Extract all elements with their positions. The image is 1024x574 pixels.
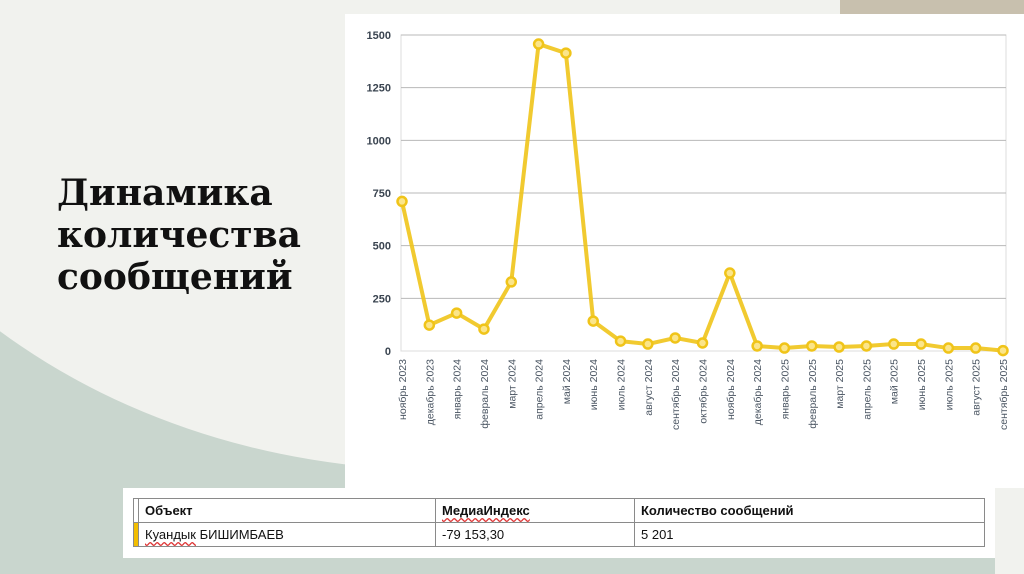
cell-object: Куандык БИШИМБАЕВ: [138, 522, 436, 547]
data-point-marker: [560, 47, 572, 59]
data-point-marker: [423, 319, 436, 331]
data-point-marker: [642, 338, 654, 350]
slide-title-line-3: сообщений: [57, 256, 293, 298]
x-tick-label: декабрь 2024: [752, 359, 764, 425]
chart-canvas: 0 250 500 750 1000 1250 1500 ноябрь 2023 декабрь…: [367, 30, 1010, 430]
x-tick-label: октябрь 2024: [698, 359, 710, 424]
y-tick-label: 750: [373, 188, 391, 200]
y-tick-label: 1500: [367, 30, 391, 42]
x-tick-label: май 2024: [561, 359, 573, 404]
data-point-marker: [505, 276, 518, 288]
column-header-media-index: МедиаИндекс: [435, 498, 635, 523]
data-point-marker: [833, 341, 845, 353]
y-tick-label: 1000: [367, 135, 391, 147]
x-tick-label: апрель 2025: [861, 359, 873, 420]
data-point-marker: [532, 38, 545, 50]
data-point-marker: [614, 335, 627, 347]
x-tick-label: февраль 2024: [479, 359, 491, 429]
slide-title: Динамика количества сообщений: [57, 172, 337, 298]
summary-table: Объект МедиаИндекс Количество сообщений …: [133, 498, 985, 547]
x-tick-label: февраль 2025: [807, 359, 819, 429]
data-point-marker: [997, 344, 1009, 357]
line-chart: 0 250 500 750 1000 1250 1500 ноябрь 2023 декабрь…: [345, 14, 1024, 488]
y-tick-label: 500: [373, 241, 391, 253]
data-point-marker: [587, 315, 599, 327]
x-tick-label: сентябрь 2024: [670, 359, 682, 430]
data-point-marker: [751, 340, 763, 352]
object-first-name: Куандык: [145, 527, 196, 542]
x-tick-label: июнь 2024: [588, 359, 600, 410]
y-tick-label: 1250: [367, 83, 391, 95]
x-tick-label: апрель 2024: [534, 359, 546, 420]
x-tick-label: март 2024: [506, 359, 518, 409]
column-header-object: Объект: [138, 498, 436, 523]
column-header-messages: Количество сообщений: [634, 498, 985, 523]
x-tick-label: сентябрь 2025: [998, 359, 1010, 430]
x-tick-label: декабрь 2023: [424, 359, 436, 425]
x-tick-label: январь 2025: [779, 359, 791, 420]
cell-media-index: -79 153,30: [435, 522, 635, 547]
slide-title-line-2: количества: [57, 214, 301, 256]
x-tick-label: ноябрь 2024: [725, 359, 737, 420]
x-tick-label: август 2024: [643, 359, 655, 416]
media-index-header-text: МедиаИндекс: [442, 503, 530, 518]
x-tick-label: август 2025: [971, 359, 983, 416]
y-tick-label: 0: [385, 346, 391, 358]
x-tick-label: июль 2024: [616, 359, 628, 411]
data-point-marker: [887, 338, 900, 350]
table-header-row: Объект МедиаИндекс Количество сообщений: [133, 498, 985, 523]
data-point-marker: [778, 342, 791, 354]
data-point-marker: [696, 337, 709, 349]
data-point-marker: [806, 340, 818, 352]
data-point-marker: [450, 307, 463, 319]
y-tick-label: 250: [373, 293, 391, 305]
slide-title-line-1: Динамика: [57, 172, 273, 214]
object-last-name: БИШИМБАЕВ: [199, 527, 284, 542]
background-top-accent: [840, 0, 1024, 14]
data-point-marker: [478, 323, 490, 335]
data-point-marker: [669, 332, 681, 344]
x-tick-label: июнь 2025: [916, 359, 928, 410]
data-point-marker: [969, 342, 982, 354]
table-row: Куандык БИШИМБАЕВ -79 153,30 5 201: [133, 522, 985, 547]
data-point-marker: [724, 267, 736, 279]
x-tick-label: июль 2025: [943, 359, 955, 411]
data-point-marker: [860, 340, 873, 352]
x-tick-label: январь 2024: [452, 359, 464, 420]
x-tick-label: ноябрь 2023: [397, 359, 409, 420]
series-line: [400, 42, 1004, 353]
x-tick-label: март 2025: [834, 359, 846, 409]
background-right-panel: [995, 488, 1024, 574]
x-tick-label: май 2025: [889, 359, 901, 404]
data-point-marker: [942, 342, 955, 354]
summary-table-card: Объект МедиаИндекс Количество сообщений …: [123, 488, 995, 558]
cell-messages: 5 201: [634, 522, 985, 547]
data-point-marker: [396, 195, 408, 208]
data-point-marker: [915, 338, 927, 350]
